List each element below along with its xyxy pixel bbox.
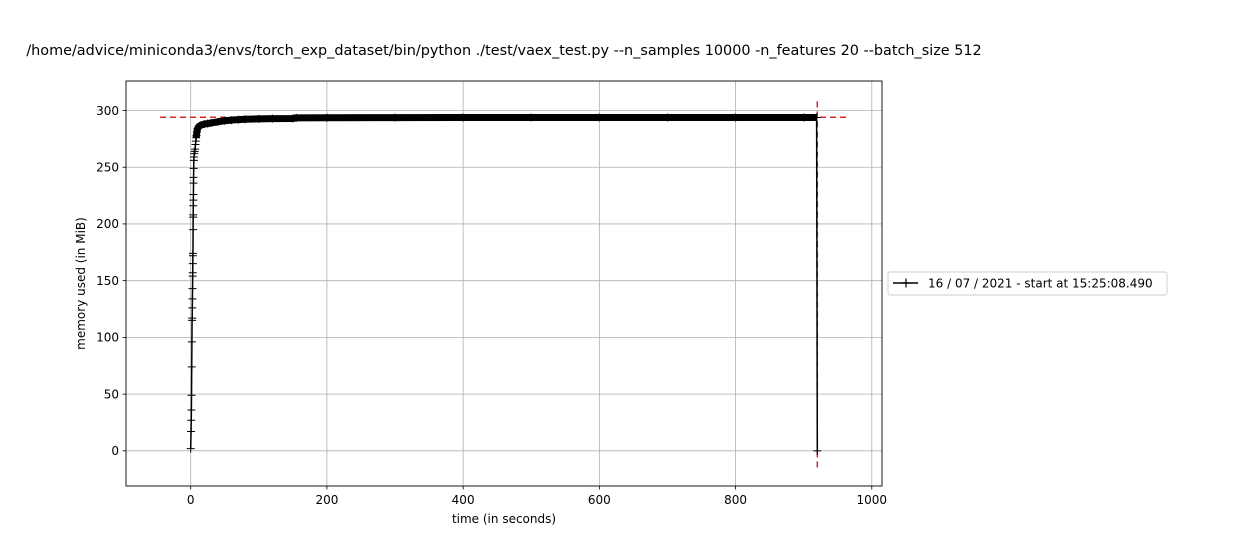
data-point-marker <box>189 285 197 293</box>
y-tick-label: 200 <box>96 217 119 231</box>
plot-frame <box>126 81 882 486</box>
x-tick-label: 1000 <box>857 493 888 507</box>
data-point-marker <box>188 338 196 346</box>
chart-title: /home/advice/miniconda3/envs/torch_exp_d… <box>26 43 981 59</box>
legend: 16 / 07 / 2021 - start at 15:25:08.490 <box>888 272 1167 295</box>
y-tick-label: 0 <box>111 444 119 458</box>
series-line <box>187 114 822 455</box>
data-point-marker <box>187 406 195 414</box>
x-axis-label: time (in seconds) <box>452 512 556 526</box>
data-point-marker <box>189 226 197 234</box>
data-point-marker <box>189 249 197 257</box>
data-point-marker <box>187 445 195 453</box>
data-point-marker <box>188 295 196 303</box>
data-point-marker <box>188 304 196 312</box>
data-point-marker <box>187 428 195 436</box>
legend-entry-label: 16 / 07 / 2021 - start at 15:25:08.490 <box>928 277 1153 291</box>
y-axis-ticks: 0 50 100 150 200 250 300 <box>96 104 126 458</box>
peak-markers <box>160 101 850 467</box>
data-point-marker <box>188 363 196 371</box>
x-tick-label: 200 <box>315 493 338 507</box>
data-point-marker <box>189 269 197 277</box>
y-tick-label: 250 <box>96 161 119 175</box>
y-tick-label: 150 <box>96 274 119 288</box>
dense-marker-band <box>196 118 816 138</box>
x-tick-label: 0 <box>187 493 195 507</box>
x-tick-label: 600 <box>588 493 611 507</box>
y-tick-label: 50 <box>104 387 119 401</box>
y-axis-label: memory used (in MiB) <box>74 217 88 350</box>
data-point-marker <box>188 391 196 399</box>
x-axis-ticks: 0 200 400 600 800 1000 <box>187 486 887 507</box>
data-point-marker <box>187 416 195 424</box>
y-tick-label: 300 <box>96 104 119 118</box>
x-tick-label: 800 <box>724 493 747 507</box>
data-point-marker <box>813 447 821 455</box>
grid <box>126 81 882 486</box>
data-point-marker <box>189 260 197 268</box>
y-tick-label: 100 <box>96 331 119 345</box>
data-point-marker <box>188 314 196 322</box>
x-tick-label: 400 <box>452 493 475 507</box>
